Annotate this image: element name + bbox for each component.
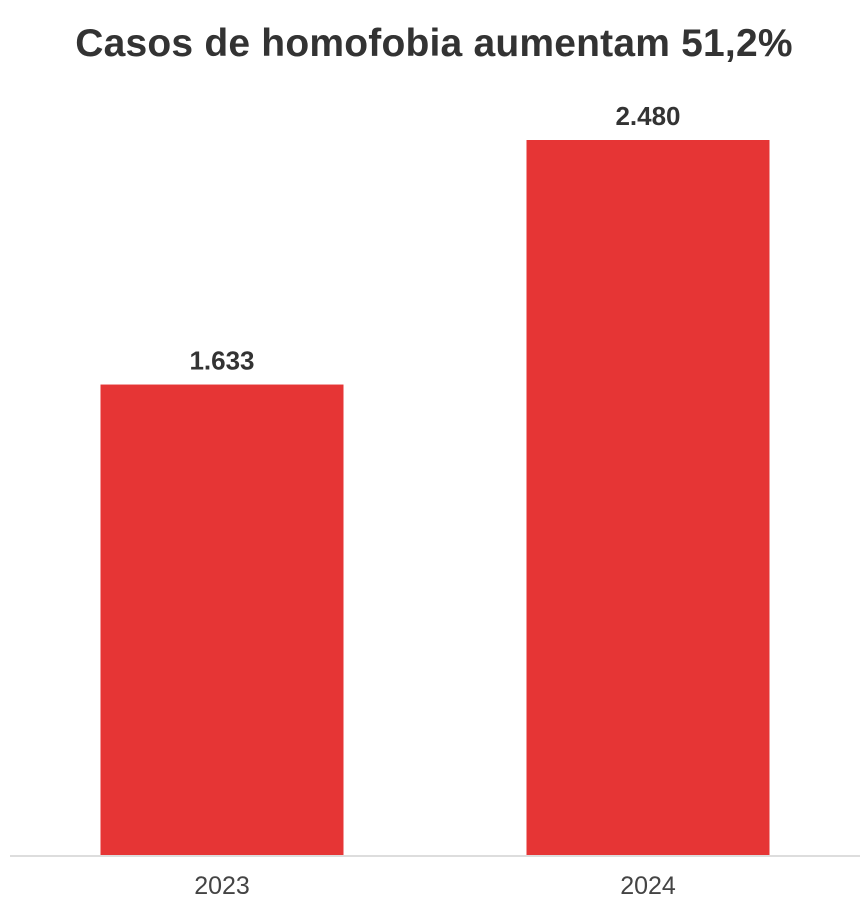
x-tick-label-2024: 2024 xyxy=(620,872,676,900)
data-label-2023: 1.633 xyxy=(189,346,254,376)
data-label-2024: 2.480 xyxy=(615,101,680,131)
bars-layer xyxy=(100,140,770,856)
bar-2024 xyxy=(526,140,770,856)
labels-layer: 1.633 2023 2.480 2024 xyxy=(189,101,680,900)
chart-title: Casos de homofobia aumentam 51,2% xyxy=(75,22,793,65)
bar-2023 xyxy=(100,384,344,856)
x-tick-label-2023: 2023 xyxy=(194,872,250,900)
